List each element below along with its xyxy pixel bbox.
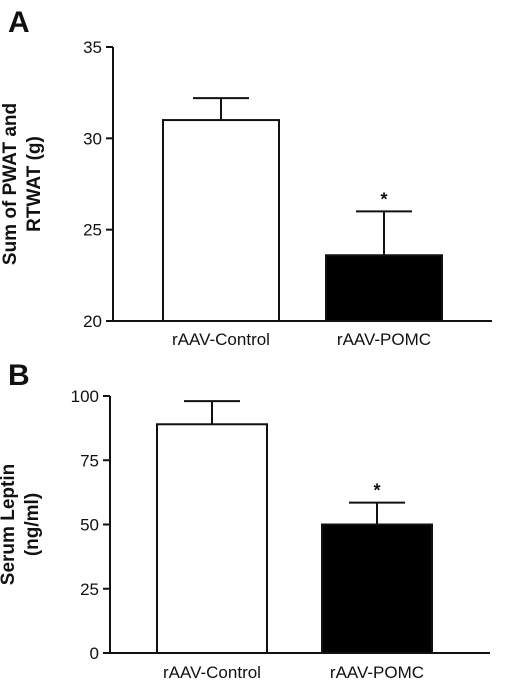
- bar: [156, 423, 268, 654]
- x-tick-label: rAAV-POMC: [337, 330, 431, 349]
- y-tick-label: 75: [80, 451, 99, 470]
- y-tick-label: 25: [83, 221, 102, 240]
- y-tick-label: 0: [90, 644, 99, 663]
- y-tick-label: 30: [83, 129, 102, 148]
- panel-a: A 20 25 30 35 Sum of PWAT and RTWAT (g) rAAV-Co…: [0, 6, 492, 349]
- bar: [162, 119, 280, 322]
- x-tick-label: rAAV-Control: [163, 663, 261, 682]
- y-axis-label: (ng/ml): [22, 493, 43, 556]
- bar: [321, 523, 433, 654]
- x-tick-label: rAAV-Control: [172, 330, 270, 349]
- panel-letter: A: [8, 6, 30, 39]
- y-axis-label: Sum of PWAT and: [0, 103, 21, 265]
- y-tick-label: 100: [71, 387, 99, 406]
- y-tick-label: 20: [83, 312, 102, 331]
- y-tick-label: 25: [80, 580, 99, 599]
- y-tick-label: 35: [83, 38, 102, 57]
- panel-letter: B: [8, 359, 30, 392]
- panel-b: B 0 25 50 75 100 Serum Leptin (ng/ml) rAAV-Contr…: [0, 359, 490, 682]
- y-axis-label: Serum Leptin: [0, 464, 19, 585]
- y-tick-label: 50: [80, 516, 99, 535]
- bar: [325, 254, 443, 323]
- y-axis-label: RTWAT (g): [24, 136, 45, 232]
- x-tick-label: rAAV-POMC: [330, 663, 424, 682]
- significance-marker: *: [380, 189, 387, 209]
- significance-marker: *: [373, 481, 380, 501]
